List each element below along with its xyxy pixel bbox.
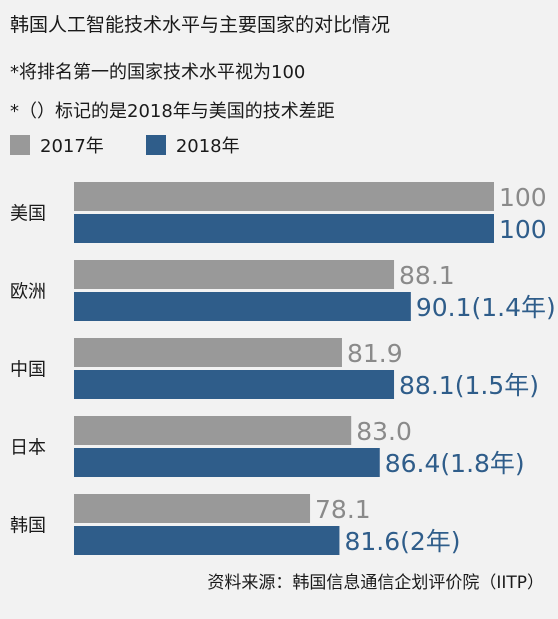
data-label-2018: 81.6(2年) <box>344 527 460 556</box>
bar-2017 <box>74 338 342 367</box>
data-label-2018: 86.4(1.8年) <box>385 449 525 478</box>
bar-2017 <box>74 416 352 445</box>
category-label: 韩国 <box>10 516 46 537</box>
category-label: 日本 <box>10 438 46 459</box>
bar-2018 <box>74 370 395 399</box>
note-baseline: *将排名第一的国家技术水平视为100 <box>10 62 306 83</box>
legend-item-2018: 2018年 <box>145 132 240 158</box>
category-label: 欧洲 <box>10 282 46 303</box>
legend-swatch-2017 <box>10 135 30 155</box>
category-label: 中国 <box>10 360 46 381</box>
bar-2018 <box>74 214 494 243</box>
data-label-2018: 100 <box>499 215 547 244</box>
category-label: 美国 <box>10 204 46 225</box>
data-label-2017: 83.0 <box>356 417 412 446</box>
data-label-2018: 90.1(1.4年) <box>416 293 556 322</box>
data-label-2017: 78.1 <box>315 495 371 524</box>
chart-title: 韩国人工智能技术水平与主要国家的对比情况 <box>10 14 391 36</box>
data-label-2018: 88.1(1.5年) <box>399 371 539 400</box>
bar-chart: 美国 100 100 欧洲 88.1 90.1(1.4年) 中国 81.9 88.1(1.5年)… <box>10 182 556 556</box>
legend: 2017年 2018年 <box>10 132 282 158</box>
legend-swatch-2018 <box>145 135 166 155</box>
legend-label-2018: 2018年 <box>175 136 240 157</box>
data-label-2017: 81.9 <box>347 339 403 368</box>
legend-label-2017: 2017年 <box>40 136 104 157</box>
bar-2017 <box>74 182 494 211</box>
note-gap: *（）标记的是2018年与美国的技术差距 <box>10 101 335 122</box>
data-label-2017: 88.1 <box>399 261 455 290</box>
legend-item-2017: 2017年 <box>10 132 104 158</box>
bar-2018 <box>74 448 380 477</box>
bar-2017 <box>74 494 311 523</box>
data-label-2017: 100 <box>499 183 547 212</box>
source-note: 资料来源：韩国信息通信企划评价院（IITP） <box>207 573 544 593</box>
bar-2018 <box>74 526 340 555</box>
bar-2018 <box>74 292 411 321</box>
bar-2017 <box>74 260 395 289</box>
